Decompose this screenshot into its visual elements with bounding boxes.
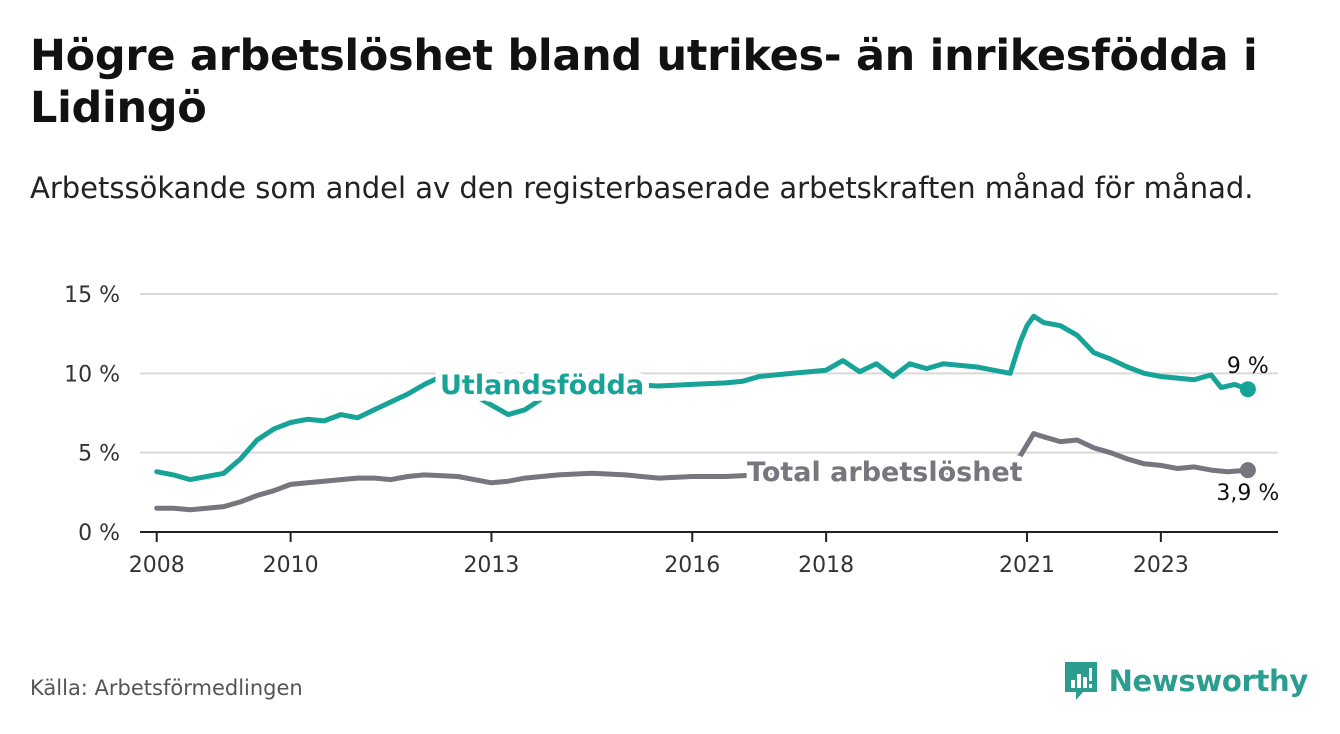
newsworthy-logo-icon bbox=[1064, 662, 1097, 700]
series-line-total bbox=[154, 431, 1251, 513]
series-label-utlandsfodda: Utlandsfödda bbox=[440, 370, 644, 401]
x-tick-label: 2016 bbox=[664, 553, 720, 578]
end-label-total: 3,9 % bbox=[1216, 481, 1279, 506]
series-label-total: Total arbetslöshet bbox=[747, 457, 1023, 488]
brand-logo[interactable]: Newsworthy bbox=[1063, 660, 1308, 702]
y-tick-label: 0 % bbox=[78, 521, 120, 546]
y-axis-ticks: 0 % 5 % 10 % 15 % bbox=[64, 283, 120, 546]
series-end-point bbox=[1239, 462, 1256, 479]
series-label-total-halo: Total arbetslöshet bbox=[747, 457, 1023, 488]
brand-name: Newsworthy bbox=[1108, 664, 1309, 698]
x-tick-label: 2021 bbox=[999, 553, 1055, 578]
x-tick-label: 2023 bbox=[1133, 553, 1189, 578]
series-lines bbox=[154, 313, 1256, 513]
series-label-utlandsfodda-halo: Utlandsfödda bbox=[440, 370, 644, 401]
chart-subtitle: Arbetssökande som andel av den registerb… bbox=[30, 171, 1254, 205]
end-label-utlandsfodda: 9 % bbox=[1227, 354, 1269, 379]
grid-lines bbox=[140, 293, 1278, 454]
series-line-utlandsfodda bbox=[154, 313, 1251, 483]
y-tick-label: 10 % bbox=[64, 362, 120, 387]
x-tick-label: 2010 bbox=[263, 553, 319, 578]
source-credit: Källa: Arbetsförmedlingen bbox=[30, 676, 303, 700]
y-tick-label: 15 % bbox=[64, 283, 120, 308]
x-tick-label: 2013 bbox=[463, 553, 519, 578]
x-axis-ticks: 2008 2010 2013 2016 2018 2021 2023 bbox=[129, 531, 1278, 578]
x-tick-label: 2018 bbox=[798, 553, 854, 578]
series-end-point bbox=[1239, 381, 1256, 398]
x-tick-label: 2008 bbox=[129, 553, 185, 578]
page-title: Högre arbetslöshet bland utrikes- än inr… bbox=[30, 31, 1258, 133]
y-tick-label: 5 % bbox=[78, 442, 120, 467]
